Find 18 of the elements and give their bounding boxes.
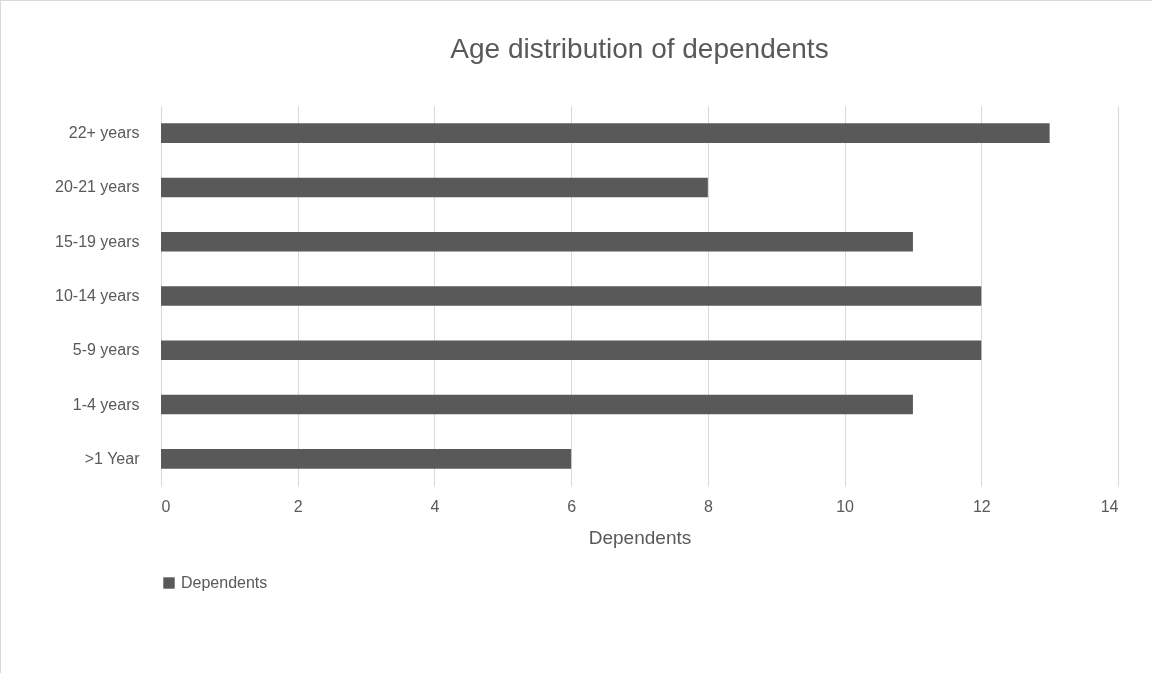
- y-tick-label: 5-9 years: [72, 341, 140, 359]
- x-tick-label: 8: [703, 497, 713, 515]
- chart-title: Age distribution of dependents: [450, 33, 829, 64]
- legend-label: Dependents: [181, 574, 268, 591]
- x-tick-label: 14: [1100, 497, 1119, 515]
- y-tick-label: 10-14 years: [55, 287, 140, 304]
- y-tick-label: >1 Year: [84, 449, 141, 467]
- x-tick-label: 0: [161, 497, 171, 515]
- y-tick-label: 22+ years: [68, 124, 140, 142]
- y-tick-label: 1-4 years: [72, 395, 140, 413]
- x-tick-label: 4: [430, 497, 440, 515]
- x-tick-label: 12: [972, 497, 991, 515]
- y-tick-label: 15-19 years: [55, 232, 140, 250]
- x-tick-label: 10: [836, 497, 855, 515]
- y-tick-label: 20-21 years: [55, 178, 140, 196]
- x-tick-label: 6: [567, 497, 577, 515]
- x-axis-title: Dependents: [588, 526, 692, 548]
- x-tick-label: 2: [293, 497, 303, 515]
